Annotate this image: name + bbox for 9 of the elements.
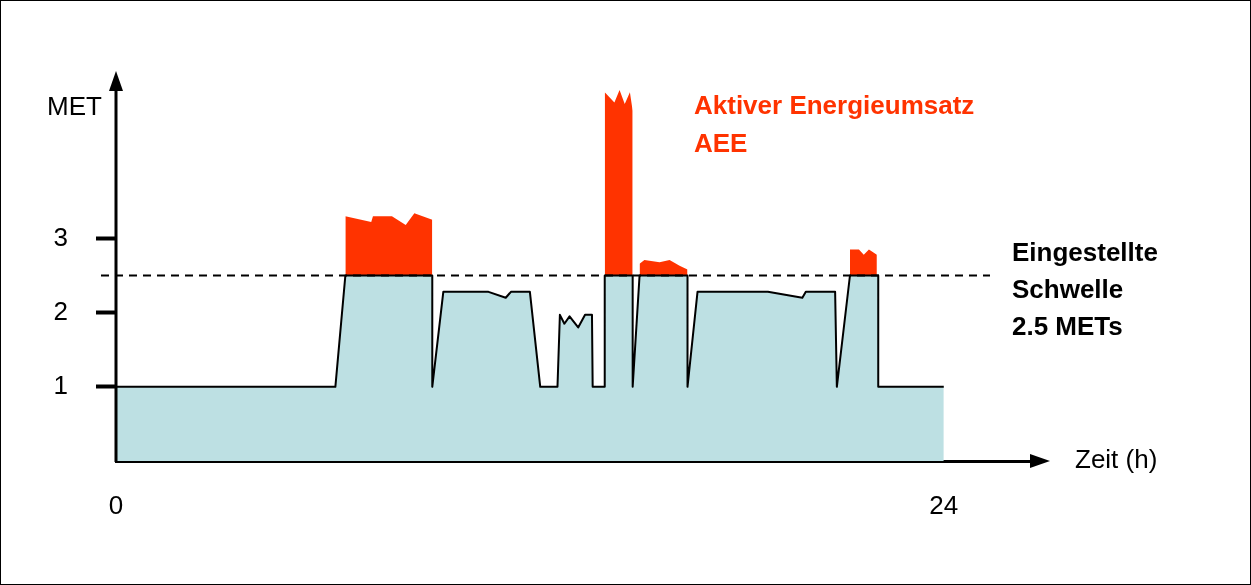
y-tick-label: 3 (53, 221, 68, 252)
x-tick-label: 24 (929, 489, 959, 520)
x-tick-label: 0 (108, 489, 124, 520)
y-tick-label: 1 (53, 369, 68, 400)
y-axis-title: MET (47, 91, 103, 122)
y-tick-label: 2 (53, 295, 68, 326)
ref-line-label: Eingestellte Schwelle 2.5 METs (1012, 236, 1158, 341)
text: Aktiver Energieumsatz AEE (694, 90, 975, 159)
x-axis-title: Zeit (h) (1075, 444, 1158, 475)
